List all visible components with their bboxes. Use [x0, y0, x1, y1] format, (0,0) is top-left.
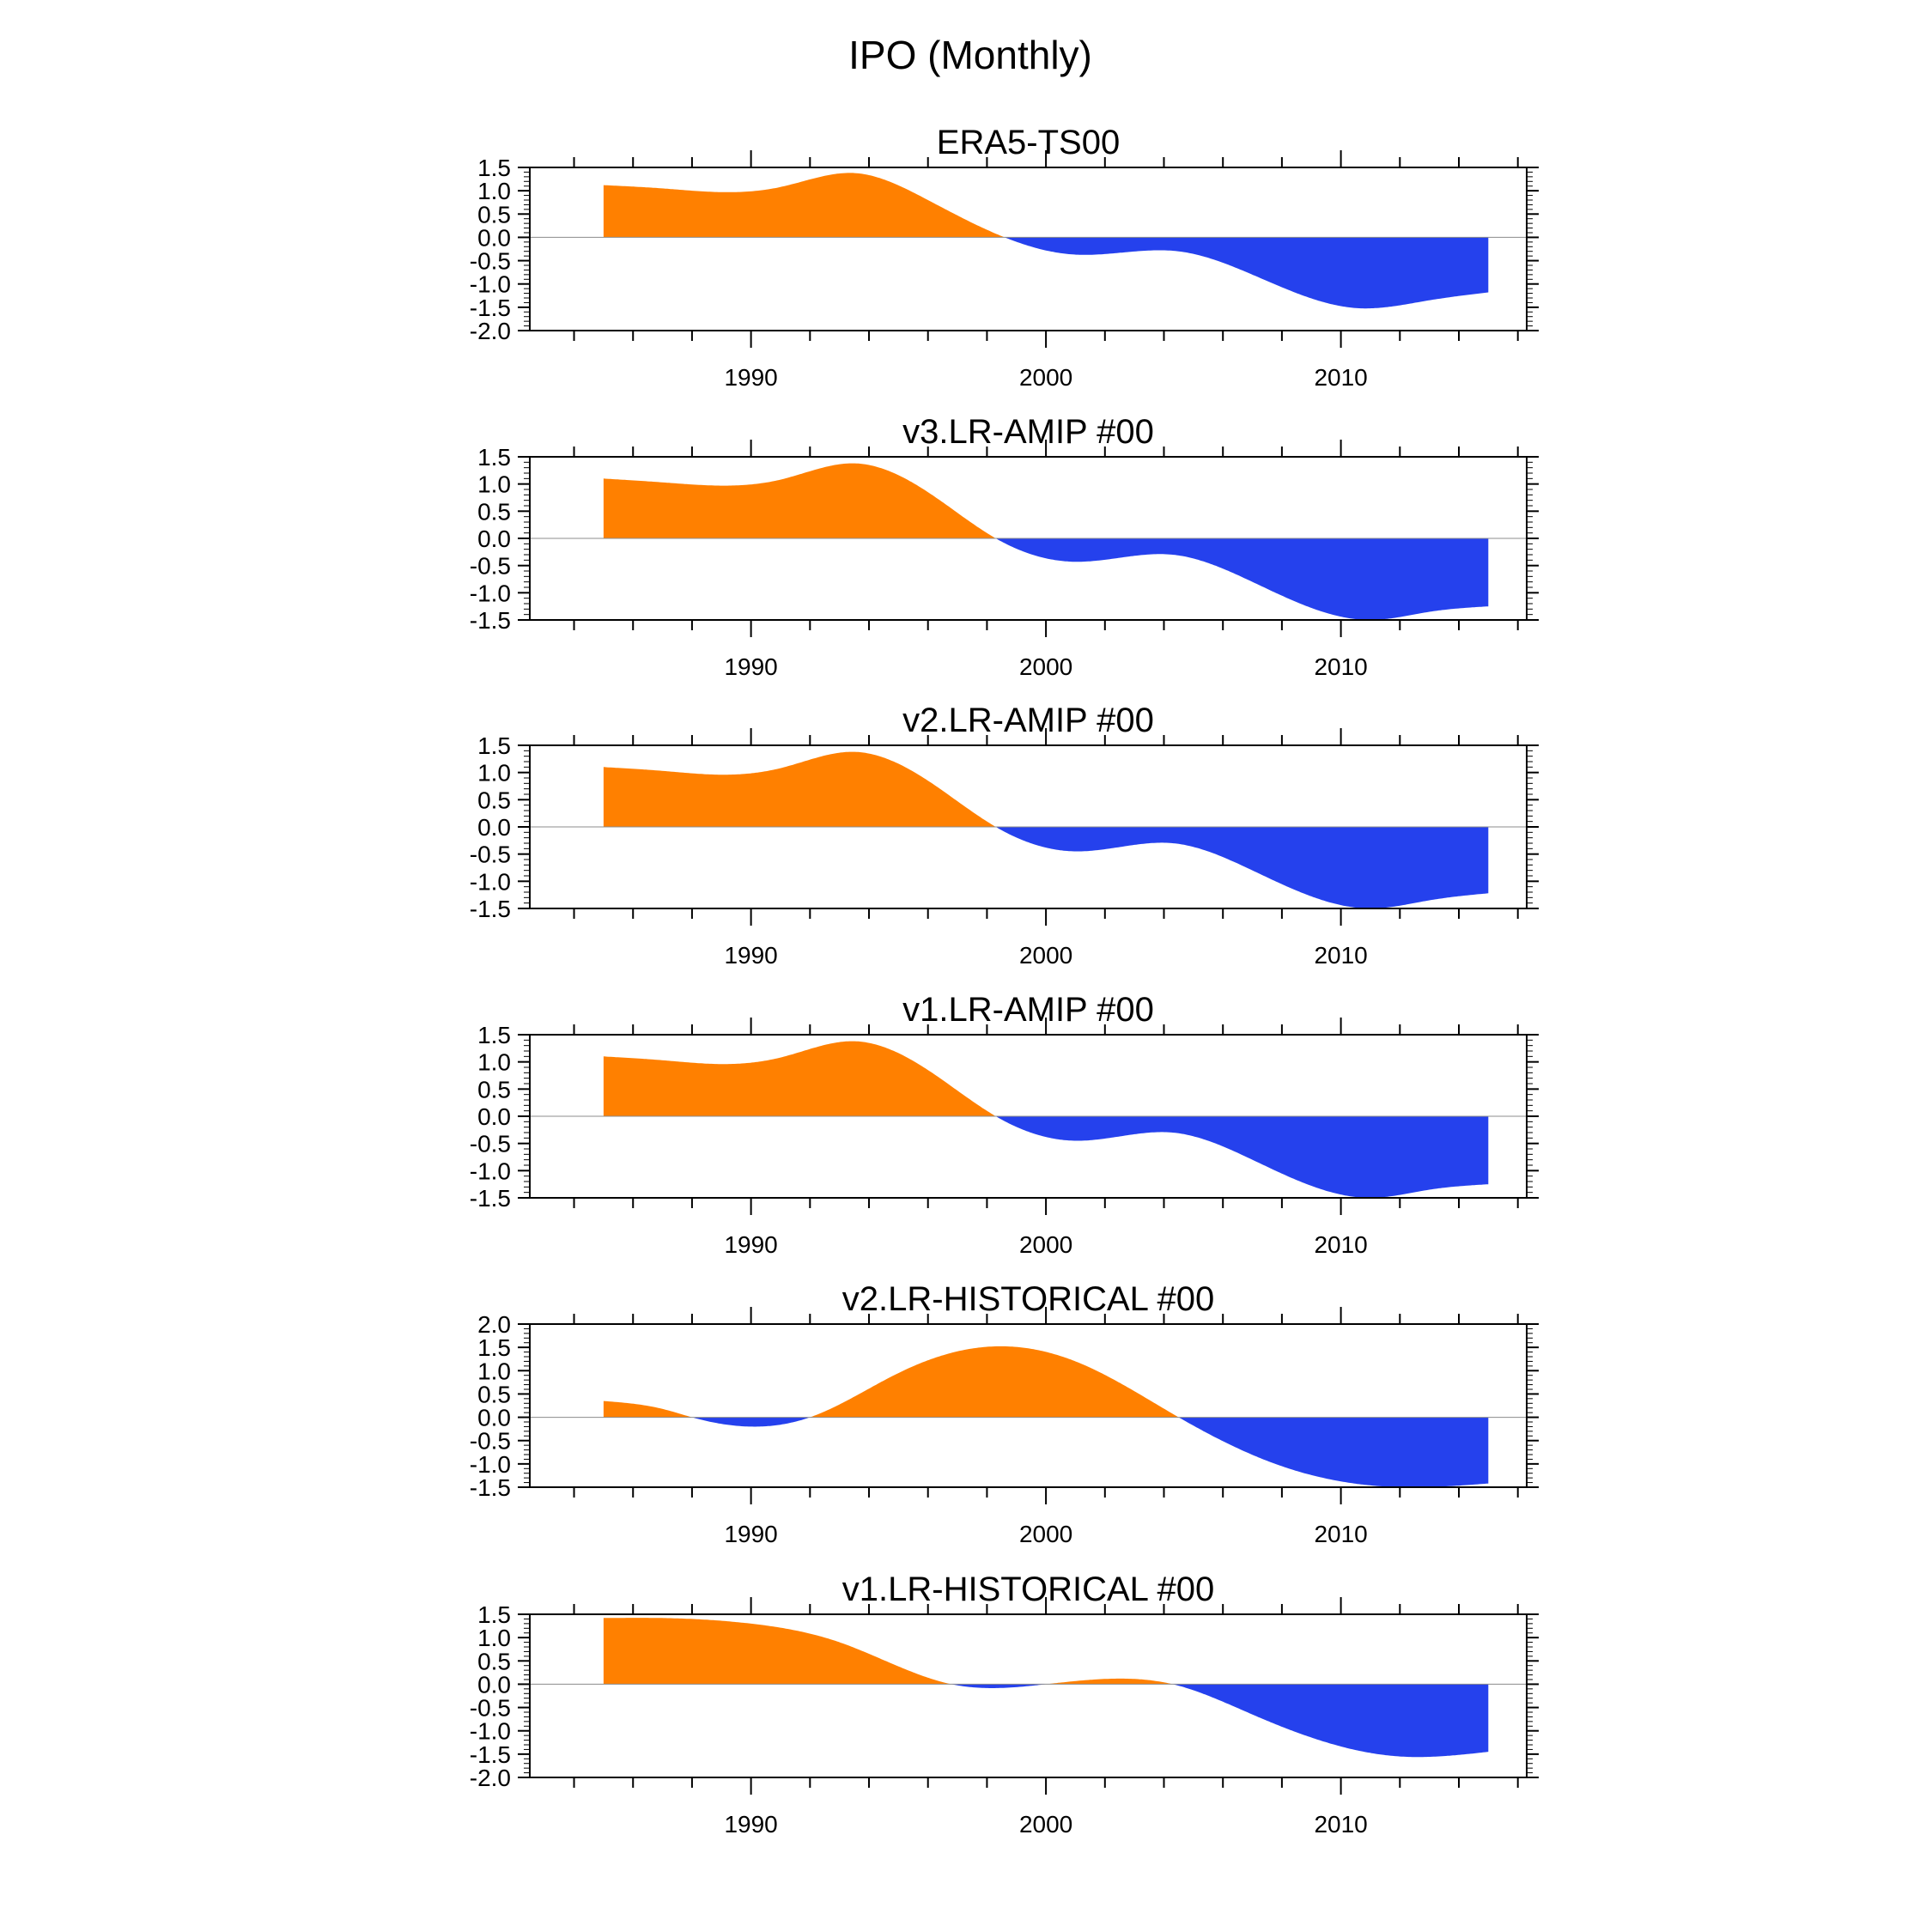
positive-area-3: [810, 1346, 1179, 1418]
positive-area-1: [603, 1400, 692, 1418]
y-tick-label: 0.0: [477, 1405, 511, 1431]
x-tick-label: 2010: [1314, 1231, 1367, 1258]
y-tick-label: -1.5: [470, 1185, 511, 1212]
negative-area-2: [995, 538, 1489, 620]
positive-area-1: [603, 463, 996, 538]
y-tick-label: 1.5: [477, 732, 511, 759]
x-tick-label: 1990: [724, 942, 777, 969]
panel-title: v1.LR-AMIP #00: [902, 991, 1154, 1029]
x-tick-label: 2010: [1314, 1521, 1367, 1547]
y-tick-label: -2.0: [470, 1765, 511, 1791]
positive-area-1: [603, 751, 996, 827]
y-tick-label: -1.0: [470, 1451, 511, 1478]
x-tick-label: 2010: [1314, 942, 1367, 969]
y-tick-label: 1.0: [477, 760, 511, 787]
y-tick-label: 0.0: [477, 224, 511, 251]
y-tick-label: -1.5: [470, 295, 511, 321]
x-tick-label: 1990: [724, 1231, 777, 1258]
x-tick-label: 1990: [724, 653, 777, 680]
chart-panel-2: v3.LR-AMIP #00 1.51.00.50.0-0.5-1.0-1.5 19…: [470, 413, 1539, 680]
y-tick-label: 2.0: [477, 1311, 511, 1338]
negative-area-4: [1172, 1684, 1489, 1758]
y-tick-label: -0.5: [470, 1131, 511, 1157]
y-tick-label: -0.5: [470, 248, 511, 275]
y-tick-label: 1.5: [477, 155, 511, 181]
positive-area-3: [1046, 1678, 1173, 1685]
y-tick-label: 1.0: [477, 178, 511, 204]
panel-title: v1.LR-HISTORICAL #00: [842, 1571, 1215, 1608]
x-tick-label: 2000: [1019, 1521, 1072, 1547]
x-tick-label: 2010: [1314, 364, 1367, 391]
y-tick-label: 1.0: [477, 1625, 511, 1651]
y-tick-label: 1.0: [477, 1049, 511, 1076]
x-tick-label: 2000: [1019, 942, 1072, 969]
negative-area-2: [691, 1417, 811, 1427]
y-tick-label: -1.5: [470, 607, 511, 634]
y-tick-label: -1.0: [470, 868, 511, 895]
y-tick-label: -0.5: [470, 1428, 511, 1455]
y-tick-label: -0.5: [470, 1695, 511, 1722]
x-tick-label: 2010: [1314, 1811, 1367, 1838]
y-tick-label: 0.5: [477, 1381, 511, 1407]
y-tick-label: 0.0: [477, 526, 511, 552]
negative-area-4: [1178, 1417, 1489, 1488]
positive-area-1: [603, 1618, 952, 1685]
negative-area-2: [995, 1116, 1489, 1198]
y-tick-label: 0.5: [477, 201, 511, 228]
y-tick-label: 0.0: [477, 1671, 511, 1698]
panel-title: v3.LR-AMIP #00: [902, 413, 1154, 451]
plot-frame: [529, 1323, 1528, 1488]
y-tick-label: 0.5: [477, 1076, 511, 1103]
chart-panel-3: v2.LR-AMIP #00 1.51.00.50.0-0.5-1.0-1.5 19…: [470, 702, 1539, 969]
y-tick-label: -1.5: [470, 896, 511, 922]
y-tick-label: 0.0: [477, 1103, 511, 1130]
positive-area-1: [603, 173, 1005, 238]
x-tick-label: 1990: [724, 364, 777, 391]
y-tick-label: -1.5: [470, 1741, 511, 1768]
y-tick-label: 0.5: [477, 1648, 511, 1674]
x-tick-label: 2000: [1019, 653, 1072, 680]
plot-frame: [529, 167, 1528, 331]
y-tick-label: 1.0: [477, 1358, 511, 1384]
y-tick-label: 0.5: [477, 498, 511, 525]
chart-panel-6: v1.LR-HISTORICAL #00 1.51.00.50.0-0.5-1.0…: [470, 1571, 1539, 1838]
y-tick-label: -0.5: [470, 841, 511, 868]
chart-panel-1: ERA5-TS00 1.51.00.50.0-0.5-1.0-1.5-2.0 199…: [470, 124, 1539, 391]
y-tick-label: 1.5: [477, 1022, 511, 1048]
y-tick-label: 0.5: [477, 787, 511, 813]
x-tick-label: 2000: [1019, 1231, 1072, 1258]
y-tick-label: -2.0: [470, 318, 511, 344]
y-tick-label: -1.0: [470, 271, 511, 298]
negative-area-2: [951, 1684, 1047, 1688]
y-tick-label: 1.0: [477, 471, 511, 498]
y-tick-label: -1.0: [470, 580, 511, 606]
chart-panel-4: v1.LR-AMIP #00 1.51.00.50.0-0.5-1.0-1.5 19…: [470, 991, 1539, 1258]
x-tick-label: 1990: [724, 1521, 777, 1547]
y-tick-label: -1.0: [470, 1718, 511, 1745]
x-tick-label: 2000: [1019, 364, 1072, 391]
y-tick-label: 0.0: [477, 814, 511, 841]
panel-title: v2.LR-AMIP #00: [902, 702, 1154, 739]
figure-title: IPO (Monthly): [848, 33, 1092, 77]
panel-title: v2.LR-HISTORICAL #00: [842, 1280, 1215, 1318]
y-tick-label: 1.5: [477, 1334, 511, 1361]
x-tick-label: 1990: [724, 1811, 777, 1838]
y-tick-label: -1.0: [470, 1157, 511, 1184]
x-tick-label: 2010: [1314, 653, 1367, 680]
chart-panel-5: v2.LR-HISTORICAL #002.01.51.00.50.0-0.5-…: [470, 1280, 1539, 1547]
panel-title: ERA5-TS00: [937, 124, 1120, 161]
y-tick-label: -1.5: [470, 1474, 511, 1501]
y-tick-label: 1.5: [477, 444, 511, 471]
y-tick-label: 1.5: [477, 1601, 511, 1628]
positive-area-1: [603, 1041, 996, 1116]
plot-frame: [529, 1613, 1528, 1778]
negative-area-2: [995, 827, 1489, 908]
y-tick-label: -0.5: [470, 553, 511, 580]
negative-area-2: [1005, 237, 1489, 309]
x-tick-label: 2000: [1019, 1811, 1072, 1838]
